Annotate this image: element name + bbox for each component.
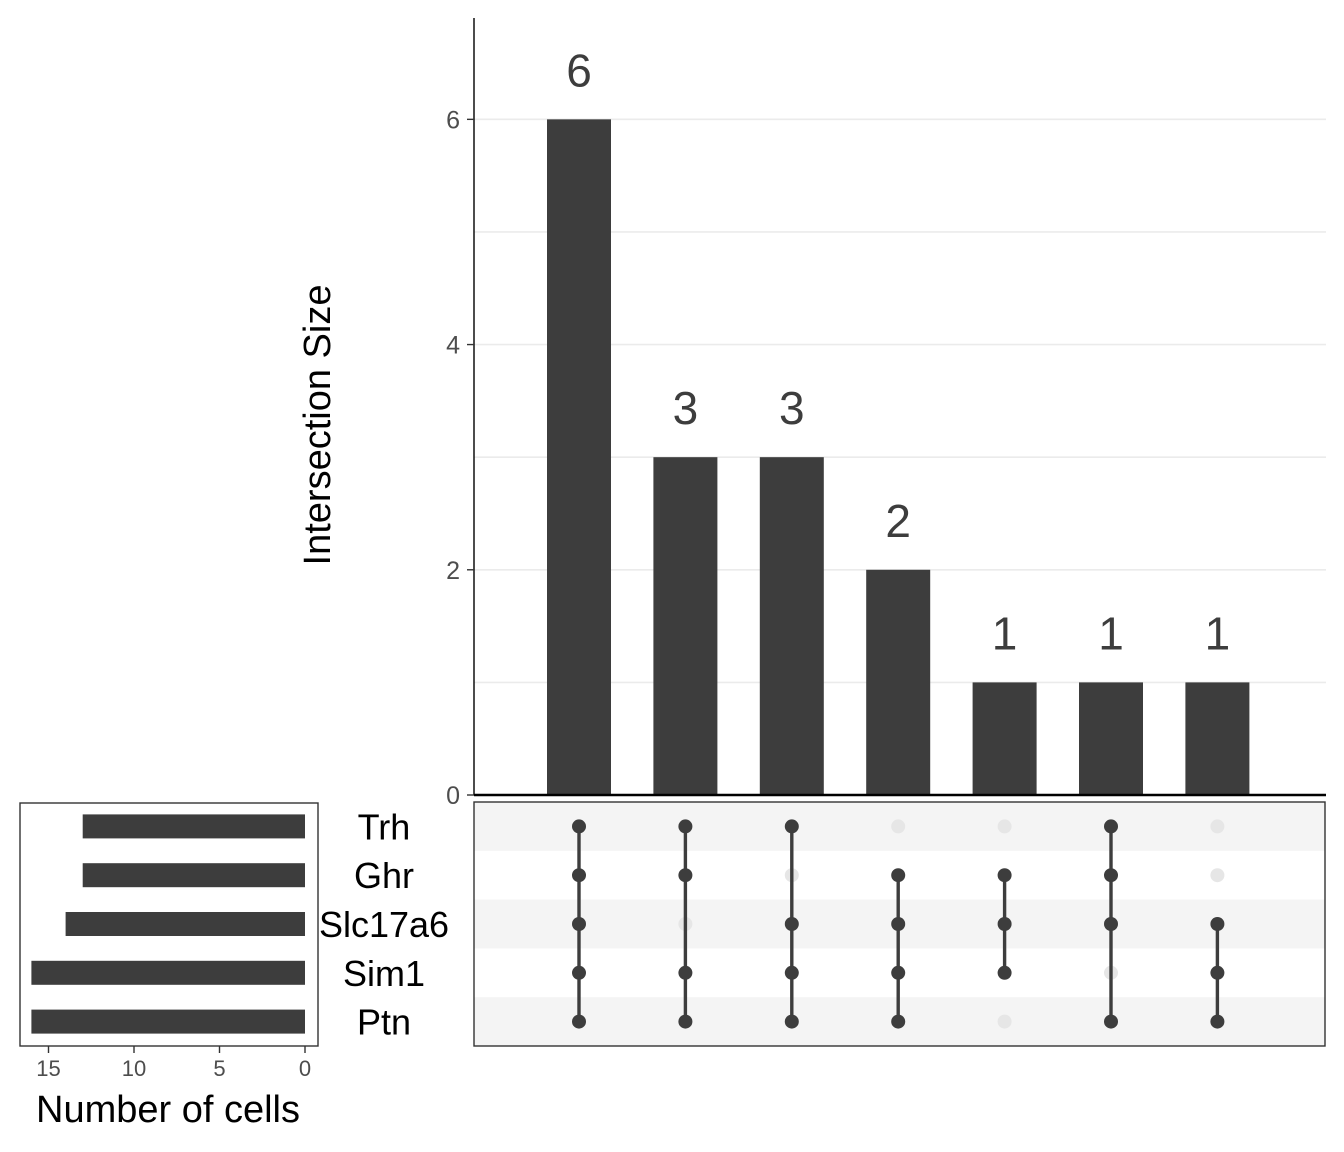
matrix-dot-inactive [1210,819,1225,834]
set-label: Slc17a6 [319,904,449,945]
matrix-dot-active [891,965,906,980]
set-size-panel: 15 10 5 0 [19,802,319,1081]
intersection-bar-label: 3 [673,382,699,434]
matrix-dot-active [997,965,1012,980]
matrix-dot-active [678,819,693,834]
set-size-tick-label: 10 [122,1056,146,1081]
matrix-dot-active [572,965,586,980]
matrix-dot-active [572,917,586,931]
set-size-tick-label: 15 [36,1056,60,1081]
set-label: Sim1 [343,953,425,994]
intersection-matrix [473,801,1326,1047]
matrix-border [473,801,1326,1047]
set-label: Ghr [354,855,414,896]
matrix-dot-active [997,917,1012,931]
matrix-dot-active [678,868,693,883]
matrix-dot-inactive [997,819,1012,834]
matrix-dot-active [891,917,906,931]
intersection-bar-label: 3 [779,382,805,434]
matrix-dot-active [678,1014,693,1029]
matrix-dot-active [678,965,693,980]
matrix-dot-active [784,917,799,931]
matrix-dot-active [784,965,799,980]
intersection-bar [653,457,718,795]
set-size-tick-label: 5 [213,1056,225,1081]
set-size-panel-border [19,802,319,1047]
intersection-size-axis-title: Intersection Size [297,285,339,566]
matrix-dot-inactive [1210,868,1225,883]
intersection-bar [547,119,611,795]
intersection-bar [759,457,824,795]
matrix-dot-active [572,868,586,883]
set-size-axis-title: Number of cells [36,1089,300,1131]
intersection-bar-label: 1 [992,607,1018,659]
matrix-dot-active [1210,1014,1225,1029]
matrix-dot-active [1104,819,1118,834]
intersection-bar [866,569,931,795]
matrix-dot-inactive [891,819,906,834]
set-size-tick-label: 0 [299,1056,311,1081]
intersection-bar-label: 2 [885,495,911,547]
set-label: Ptn [357,1002,411,1043]
matrix-dot-active [784,1014,799,1029]
set-label: Trh [358,806,411,847]
y-tick-label: 0 [446,782,460,810]
matrix-dot-active [1210,965,1225,980]
intersection-bar-labels: 6 3 3 2 1 1 1 [566,44,1230,659]
matrix-dot-active [1210,917,1225,931]
set-size-bar [31,960,306,985]
intersection-bar [972,682,1037,795]
intersection-bar [1185,682,1250,795]
matrix-dot-active [891,868,906,883]
matrix-dot-active [1104,1014,1118,1029]
y-tick-label: 4 [446,332,460,360]
intersection-bar-label: 1 [1098,607,1124,659]
matrix-dot-active [997,868,1012,883]
set-size-bar [82,863,305,888]
matrix-dot-active [891,1014,906,1029]
matrix-dot-active [572,1014,586,1029]
set-size-bar [31,1009,306,1034]
matrix-dot-active [784,819,799,834]
set-size-bar [65,912,305,936]
matrix-dot-active [1104,917,1118,931]
intersection-bar-label: 1 [1205,607,1231,659]
matrix-dot-inactive [997,1014,1012,1029]
y-tick-label: 2 [446,557,460,585]
intersection-bars [547,119,1250,795]
intersection-bar-label: 6 [566,44,592,96]
matrix-dot-active [572,819,586,834]
set-size-bar [82,814,305,839]
intersection-y-axis: 0 2 4 6 [446,18,1326,810]
matrix-dot-active [1104,868,1118,883]
intersection-gridlines [474,118,1326,684]
y-tick-label: 6 [446,106,460,134]
intersection-bar [1079,682,1143,795]
set-labels: Trh Ghr Slc17a6 Sim1 Ptn [319,806,449,1042]
